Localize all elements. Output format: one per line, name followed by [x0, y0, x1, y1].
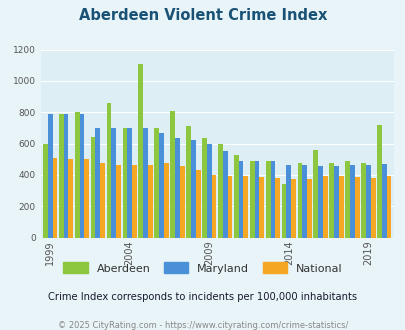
Bar [333, 166, 338, 238]
Bar [154, 128, 159, 238]
Bar [179, 166, 184, 238]
Bar [138, 64, 143, 238]
Bar [59, 114, 64, 238]
Bar [286, 165, 290, 238]
Text: © 2025 CityRating.com - https://www.cityrating.com/crime-statistics/: © 2025 CityRating.com - https://www.city… [58, 321, 347, 330]
Bar [48, 114, 52, 238]
Bar [202, 138, 207, 238]
Bar [376, 125, 381, 238]
Bar [116, 165, 121, 238]
Bar [79, 114, 84, 238]
Text: Aberdeen Violent Crime Index: Aberdeen Violent Crime Index [79, 8, 326, 23]
Bar [90, 137, 95, 238]
Bar [64, 114, 68, 238]
Bar [100, 163, 105, 238]
Bar [122, 128, 127, 238]
Bar [164, 163, 168, 238]
Bar [306, 179, 311, 238]
Bar [249, 161, 254, 238]
Bar [111, 128, 116, 238]
Bar [302, 166, 306, 238]
Bar [328, 163, 333, 238]
Bar [270, 161, 275, 238]
Bar [365, 165, 370, 238]
Bar [238, 161, 243, 238]
Bar [275, 178, 279, 238]
Bar [322, 177, 327, 238]
Bar [265, 161, 270, 238]
Bar [148, 166, 152, 238]
Bar [127, 128, 132, 238]
Bar [290, 179, 295, 238]
Bar [281, 184, 286, 238]
Bar [68, 159, 73, 238]
Bar [222, 151, 227, 238]
Bar [233, 154, 238, 238]
Bar [211, 175, 216, 238]
Bar [159, 133, 164, 238]
Bar [143, 128, 148, 238]
Bar [259, 177, 264, 238]
Bar [84, 159, 89, 238]
Bar [344, 161, 349, 238]
Bar [95, 128, 100, 238]
Text: Crime Index corresponds to incidents per 100,000 inhabitants: Crime Index corresponds to incidents per… [48, 292, 357, 302]
Bar [349, 166, 354, 238]
Bar [43, 144, 48, 238]
Bar [227, 176, 232, 238]
Bar [170, 111, 175, 238]
Bar [254, 161, 259, 238]
Bar [195, 170, 200, 238]
Bar [107, 103, 111, 238]
Bar [207, 144, 211, 238]
Bar [313, 150, 318, 238]
Bar [354, 177, 359, 238]
Bar [338, 177, 343, 238]
Bar [297, 163, 302, 238]
Bar [132, 165, 136, 238]
Bar [318, 166, 322, 238]
Bar [243, 177, 247, 238]
Bar [75, 112, 79, 238]
Bar [52, 158, 57, 238]
Bar [190, 140, 195, 238]
Legend: Aberdeen, Maryland, National: Aberdeen, Maryland, National [59, 258, 346, 278]
Bar [217, 144, 222, 238]
Bar [175, 138, 179, 238]
Bar [186, 126, 190, 238]
Bar [370, 178, 375, 238]
Bar [386, 176, 390, 238]
Bar [360, 163, 365, 238]
Bar [381, 164, 386, 238]
